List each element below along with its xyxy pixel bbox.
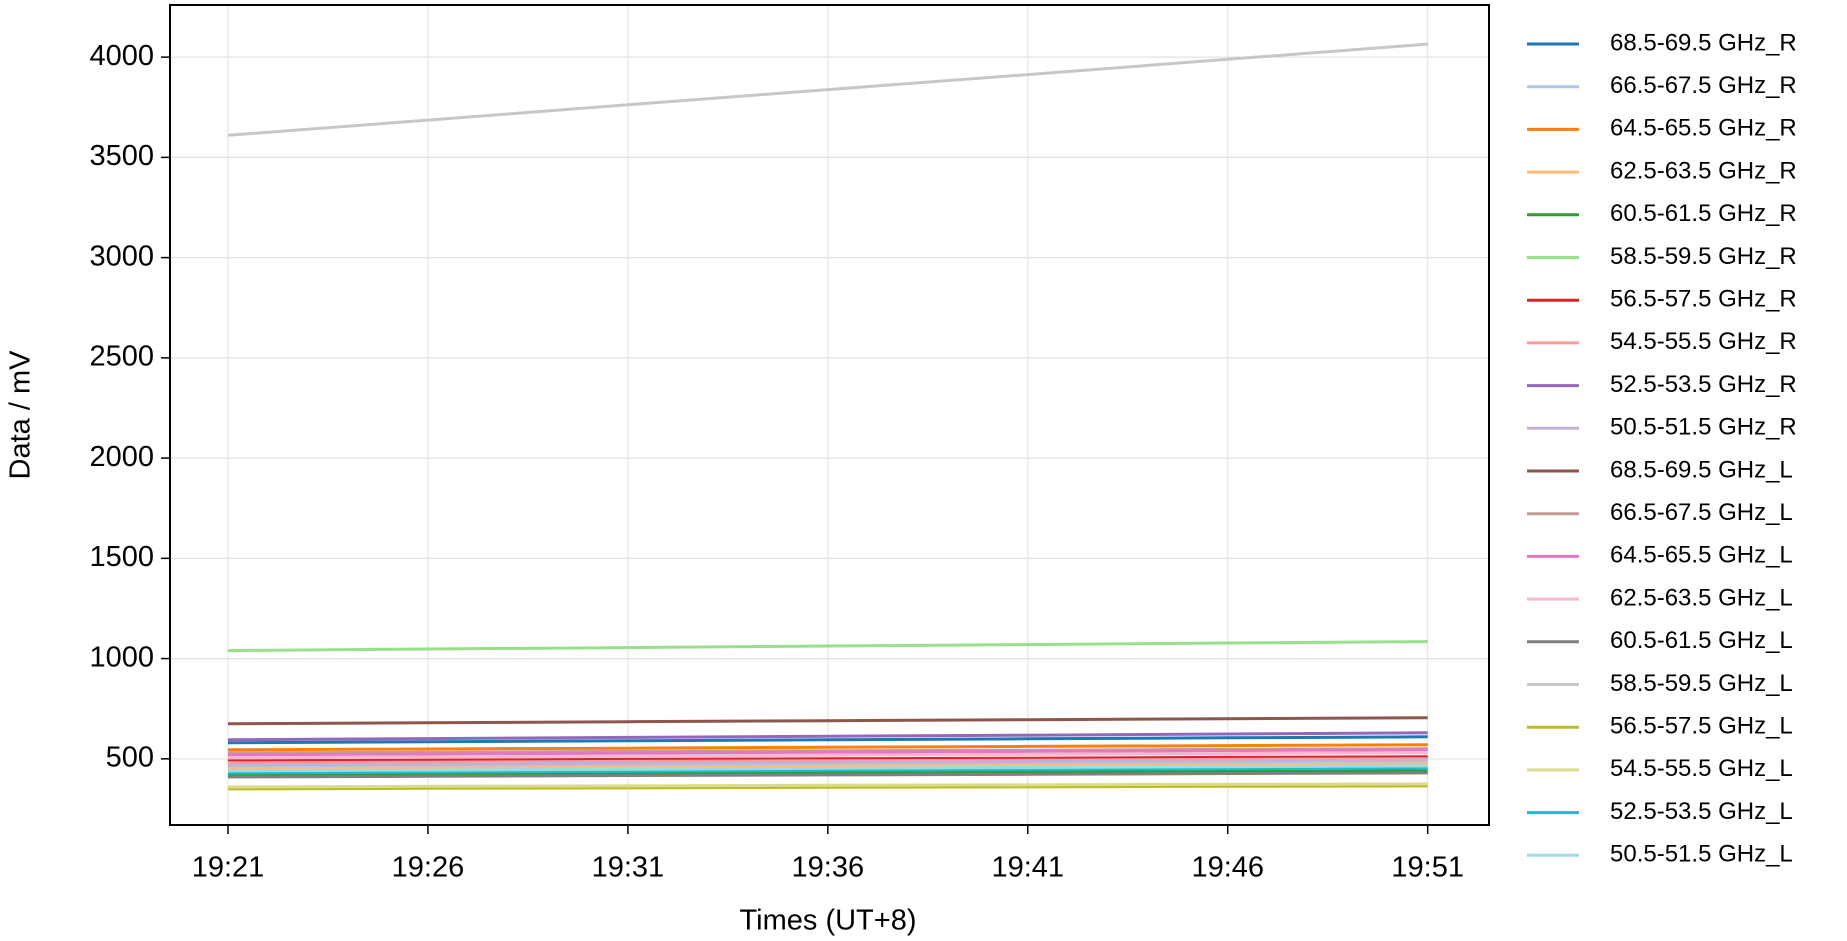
legend-label: 54.5-55.5 GHz_L	[1610, 755, 1793, 782]
legend-label: 52.5-53.5 GHz_R	[1610, 371, 1797, 398]
data-line	[227, 771, 1428, 779]
legend-label: 60.5-61.5 GHz_L	[1610, 627, 1793, 654]
data-line	[227, 769, 1428, 777]
legend-label: 64.5-65.5 GHz_L	[1610, 542, 1793, 569]
data-line	[227, 782, 1428, 789]
data-line	[227, 784, 1428, 791]
data-line	[227, 735, 1428, 745]
x-tick-label: 19:26	[392, 852, 465, 884]
data-line	[227, 748, 1428, 757]
legend-label: 66.5-67.5 GHz_R	[1610, 72, 1797, 99]
legend-label: 56.5-57.5 GHz_L	[1610, 713, 1793, 740]
data-line	[227, 716, 1428, 726]
x-axis-label: Times (UT+8)	[740, 905, 917, 937]
legend-label: 58.5-59.5 GHz_L	[1610, 670, 1793, 697]
data-line	[227, 751, 1428, 760]
y-tick-label: 2000	[89, 441, 154, 473]
y-tick-label: 3500	[89, 140, 154, 172]
data-line	[227, 760, 1428, 769]
legend-label: 50.5-51.5 GHz_L	[1610, 841, 1793, 868]
y-tick-label: 3000	[89, 240, 154, 272]
legend-label: 54.5-55.5 GHz_R	[1610, 328, 1797, 355]
y-axis-label: Data / mV	[5, 350, 37, 480]
legend-label: 58.5-59.5 GHz_R	[1610, 243, 1797, 270]
legend-label: 62.5-63.5 GHz_R	[1610, 157, 1797, 184]
y-tick-label: 500	[106, 741, 154, 773]
legend-label: 50.5-51.5 GHz_R	[1610, 414, 1797, 441]
legend-label: 60.5-61.5 GHz_R	[1610, 200, 1797, 227]
x-tick-label: 19:21	[192, 852, 265, 884]
data-line	[227, 758, 1428, 767]
data-line	[227, 731, 1428, 742]
data-line	[227, 743, 1428, 752]
x-tick-label: 19:36	[792, 852, 865, 884]
data-line	[227, 766, 1428, 775]
legend-label: 66.5-67.5 GHz_L	[1610, 499, 1793, 526]
y-tick-label: 1500	[89, 541, 154, 573]
legend-label: 62.5-63.5 GHz_L	[1610, 584, 1793, 611]
data-line	[227, 762, 1428, 771]
legend-label: 52.5-53.5 GHz_L	[1610, 798, 1793, 825]
data-line	[227, 42, 1428, 137]
legend-label: 68.5-69.5 GHz_R	[1610, 29, 1797, 56]
x-tick-label: 19:51	[1391, 852, 1464, 884]
data-line	[227, 764, 1428, 773]
y-tick-label: 2500	[89, 341, 154, 373]
x-tick-label: 19:46	[1191, 852, 1264, 884]
y-tick-label: 1000	[89, 641, 154, 673]
legend-label: 68.5-69.5 GHz_L	[1610, 456, 1793, 483]
data-line	[227, 640, 1428, 653]
plot-frame	[169, 4, 1490, 826]
x-tick-label: 19:41	[991, 852, 1064, 884]
x-tick-label: 19:31	[592, 852, 665, 884]
data-line	[227, 755, 1428, 763]
legend-label: 56.5-57.5 GHz_R	[1610, 286, 1797, 313]
y-tick-label: 4000	[89, 40, 154, 72]
legend-label: 64.5-65.5 GHz_R	[1610, 115, 1797, 142]
